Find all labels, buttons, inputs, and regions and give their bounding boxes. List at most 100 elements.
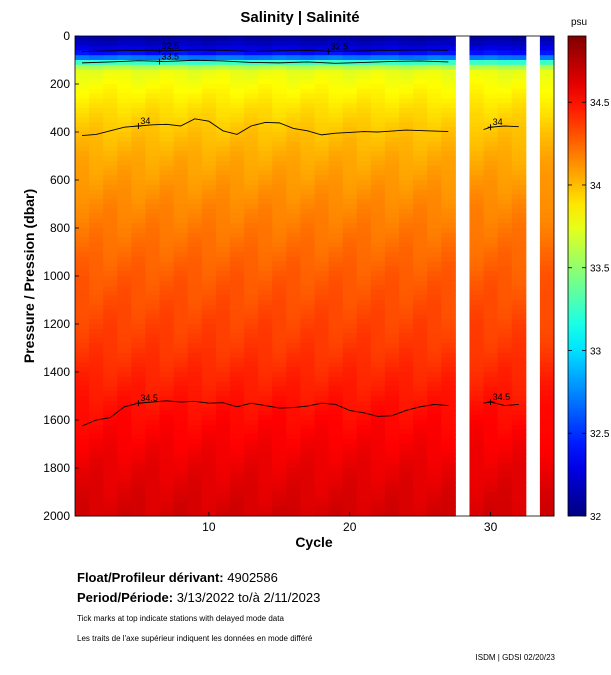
heatmap-cell xyxy=(314,79,330,85)
heatmap-cell xyxy=(75,93,90,99)
heatmap-cell xyxy=(356,309,372,315)
heatmap-cell xyxy=(117,247,132,253)
heatmap-cell xyxy=(300,372,315,378)
heatmap-cell xyxy=(399,463,414,469)
heatmap-cell xyxy=(342,343,358,349)
heatmap-cell xyxy=(413,213,428,219)
heatmap-cell xyxy=(75,36,90,42)
heatmap-cell xyxy=(75,88,90,95)
heatmap-cell xyxy=(300,79,315,85)
heatmap-cell xyxy=(328,376,344,383)
heatmap-cell xyxy=(215,108,231,114)
heatmap-cell xyxy=(89,136,104,143)
heatmap-cell xyxy=(497,506,513,512)
heatmap-cell xyxy=(314,477,330,483)
heatmap-cell xyxy=(272,218,287,224)
heatmap-cell xyxy=(511,69,527,75)
heatmap-cell xyxy=(131,228,146,234)
heatmap-cell xyxy=(539,352,555,359)
heatmap-cell xyxy=(89,472,104,479)
heatmap-cell xyxy=(229,352,245,359)
heatmap-cell xyxy=(201,74,217,80)
heatmap-cell xyxy=(539,434,555,440)
heatmap-cell xyxy=(413,458,428,464)
heatmap-cell xyxy=(300,45,315,51)
heatmap-cell xyxy=(511,501,527,507)
heatmap-cell xyxy=(511,439,527,445)
heatmap-cell xyxy=(145,218,161,224)
heatmap-cell xyxy=(173,420,189,426)
heatmap-cell xyxy=(187,501,203,507)
heatmap-cell xyxy=(159,472,175,479)
heatmap-cell xyxy=(370,496,386,503)
heatmap-cell xyxy=(413,285,428,291)
heatmap-cell xyxy=(201,501,217,507)
heatmap-cell xyxy=(173,487,189,493)
heatmap-cell xyxy=(286,165,301,171)
heatmap-cell xyxy=(229,400,245,407)
float-id: 4902586 xyxy=(227,570,278,585)
heatmap-cell xyxy=(159,477,175,483)
heatmap-cell xyxy=(89,156,104,162)
heatmap-cell xyxy=(511,228,527,234)
heatmap-cell xyxy=(441,391,456,397)
heatmap-cell xyxy=(356,304,372,311)
heatmap-cell xyxy=(427,357,442,363)
heatmap-cell xyxy=(159,424,175,431)
heatmap-cell xyxy=(75,415,90,421)
heatmap-cell xyxy=(342,410,358,416)
heatmap-cell xyxy=(413,477,428,483)
heatmap-cell xyxy=(427,496,442,503)
heatmap-cell xyxy=(103,295,118,301)
heatmap-cell xyxy=(201,247,217,253)
heatmap-cell xyxy=(103,429,118,435)
heatmap-cell xyxy=(159,60,175,66)
heatmap-cell xyxy=(187,64,203,71)
heatmap-cell xyxy=(145,132,161,138)
heatmap-cell xyxy=(187,127,203,133)
heatmap-cell xyxy=(272,348,287,354)
heatmap-cell xyxy=(370,84,386,90)
heatmap-cell xyxy=(370,160,386,167)
heatmap-cell xyxy=(117,333,132,339)
heatmap-cell xyxy=(201,84,217,90)
heatmap-cell xyxy=(370,420,386,426)
heatmap-cell xyxy=(356,256,372,263)
y-tick-label: 2000 xyxy=(43,509,70,523)
heatmap-cell xyxy=(258,424,273,431)
heatmap-cell xyxy=(399,103,414,109)
heatmap-cell xyxy=(244,40,259,47)
heatmap-cell xyxy=(497,184,513,191)
heatmap-cell xyxy=(300,429,315,435)
heatmap-cell xyxy=(286,285,301,291)
heatmap-cell xyxy=(187,223,203,229)
heatmap-cell xyxy=(469,218,485,224)
heatmap-cell xyxy=(89,429,104,435)
heatmap-cell xyxy=(497,487,513,493)
heatmap-cell xyxy=(539,79,555,85)
heatmap-cell xyxy=(399,290,414,296)
heatmap-cell xyxy=(187,60,203,66)
heatmap-cell xyxy=(159,55,175,61)
heatmap-cell xyxy=(342,208,358,215)
heatmap-cell xyxy=(328,237,344,243)
heatmap-cell xyxy=(258,256,273,263)
heatmap-cell xyxy=(300,501,315,507)
heatmap-cell xyxy=(75,213,90,219)
heatmap-cell xyxy=(187,381,203,387)
heatmap-cell xyxy=(187,343,203,349)
heatmap-cell xyxy=(201,204,217,210)
heatmap-cell xyxy=(201,448,217,455)
heatmap-cell xyxy=(258,271,273,277)
heatmap-cell xyxy=(187,429,203,435)
heatmap-cell xyxy=(511,300,527,306)
heatmap-cell xyxy=(539,141,555,147)
heatmap-cell xyxy=(427,223,442,229)
heatmap-cell xyxy=(413,199,428,205)
heatmap-cell xyxy=(300,175,315,181)
heatmap-cell xyxy=(173,175,189,181)
heatmap-cell xyxy=(187,122,203,128)
heatmap-cell xyxy=(342,420,358,426)
heatmap-cell xyxy=(328,108,344,114)
heatmap-cell xyxy=(427,88,442,95)
